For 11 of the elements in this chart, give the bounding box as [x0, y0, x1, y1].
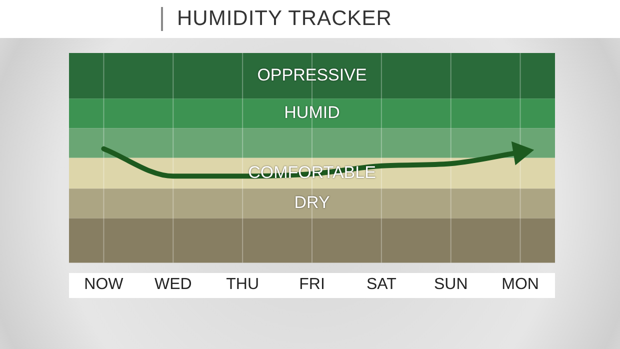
- x-tick-label: SAT: [366, 276, 397, 293]
- x-tick-label: MON: [502, 276, 539, 293]
- x-tick-label: NOW: [84, 276, 124, 293]
- chart-title: HUMIDITY TRACKER: [177, 7, 392, 31]
- band-label: DRY: [294, 193, 330, 212]
- x-tick-label: FRI: [299, 276, 325, 293]
- band-label: OPPRESSIVE: [257, 65, 367, 84]
- band-label: HUMID: [284, 103, 340, 122]
- x-tick-label: SUN: [434, 276, 468, 293]
- x-tick-label: THU: [226, 276, 260, 293]
- x-tick-label: WED: [154, 276, 192, 293]
